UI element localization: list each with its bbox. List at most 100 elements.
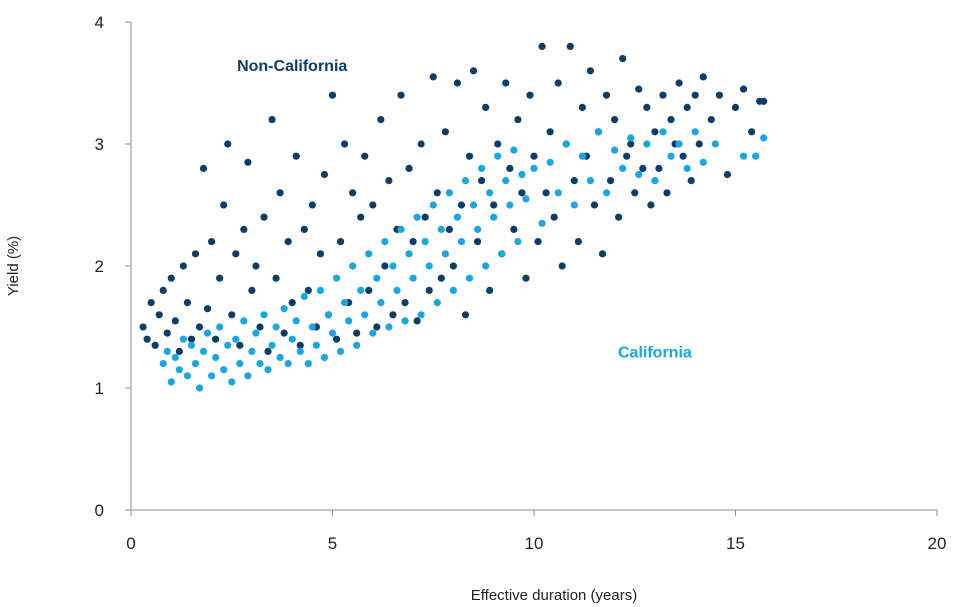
data-point (220, 366, 228, 374)
data-point (522, 195, 530, 203)
data-point (147, 299, 155, 307)
data-point (570, 177, 578, 185)
data-point (296, 341, 304, 349)
data-point (320, 170, 329, 179)
series-labels: Non-California California (237, 58, 692, 362)
data-point (554, 79, 562, 87)
data-point (711, 140, 719, 148)
data-point (760, 134, 768, 142)
data-point (469, 67, 478, 75)
data-point (647, 201, 655, 209)
data-point (187, 341, 196, 349)
data-point (611, 116, 619, 124)
data-point (312, 341, 320, 349)
data-point (514, 116, 522, 124)
data-point (389, 262, 397, 270)
data-point (425, 262, 433, 270)
data-point (651, 177, 659, 185)
data-point (232, 335, 240, 343)
data-point (220, 201, 228, 209)
data-point (212, 353, 220, 362)
data-point (490, 201, 498, 209)
data-point (486, 189, 494, 197)
series-0-points (139, 42, 768, 355)
data-point (328, 329, 337, 337)
data-point (586, 177, 595, 185)
data-point (401, 317, 409, 325)
data-point (236, 341, 244, 349)
data-point (550, 213, 558, 221)
data-point (482, 262, 490, 270)
data-point (546, 158, 554, 166)
y-axis-title: Yield (%) (5, 236, 22, 296)
data-point (357, 286, 365, 294)
data-point (256, 360, 264, 368)
series-label: California (618, 345, 692, 362)
data-point (675, 79, 683, 87)
data-point (340, 140, 349, 148)
y-tick-label: 3 (95, 135, 104, 154)
data-point (336, 238, 345, 246)
data-point (252, 262, 260, 270)
data-point (554, 189, 562, 197)
data-point (385, 323, 393, 331)
data-point (195, 323, 204, 331)
data-point (276, 353, 284, 362)
data-point (413, 317, 421, 325)
data-point (187, 335, 196, 343)
data-point (723, 170, 732, 179)
data-point (421, 238, 429, 246)
data-point (163, 329, 171, 337)
data-point (397, 91, 405, 99)
data-point (316, 286, 325, 294)
data-point (216, 274, 224, 282)
data-point (268, 341, 276, 349)
data-point (502, 177, 510, 185)
data-point (461, 177, 470, 185)
data-point (308, 323, 316, 331)
data-point (598, 250, 607, 258)
data-point (659, 91, 667, 99)
data-point (143, 335, 151, 343)
data-point (284, 360, 292, 368)
data-point (695, 140, 703, 148)
data-point (280, 329, 288, 337)
data-point (465, 152, 474, 160)
data-point (486, 286, 494, 294)
data-point (264, 347, 272, 355)
data-point (457, 201, 466, 209)
data-point (199, 164, 208, 172)
data-point (393, 286, 401, 294)
data-point (212, 335, 220, 343)
data-point (353, 341, 361, 349)
points-layer (139, 42, 768, 392)
data-point (731, 103, 740, 111)
data-point (256, 323, 264, 331)
data-point (510, 225, 518, 233)
data-point (272, 323, 280, 331)
data-point (252, 329, 260, 337)
data-point (530, 152, 538, 160)
data-point (332, 335, 341, 343)
data-point (167, 378, 175, 386)
data-point (635, 85, 643, 93)
data-point (578, 103, 586, 111)
data-point (292, 152, 300, 160)
data-point (240, 317, 248, 325)
data-point (683, 103, 691, 111)
data-point (324, 311, 333, 319)
data-point (179, 335, 187, 343)
data-point (707, 116, 715, 124)
data-point (308, 201, 316, 209)
x-tick-label: 10 (525, 534, 544, 553)
data-point (167, 274, 175, 282)
data-point (228, 378, 236, 386)
data-point (606, 177, 615, 185)
data-point (562, 140, 570, 148)
data-point (441, 128, 449, 136)
data-point (687, 177, 695, 185)
data-point (320, 353, 329, 362)
data-point (292, 317, 300, 325)
data-point (425, 286, 433, 294)
data-point (473, 238, 482, 246)
